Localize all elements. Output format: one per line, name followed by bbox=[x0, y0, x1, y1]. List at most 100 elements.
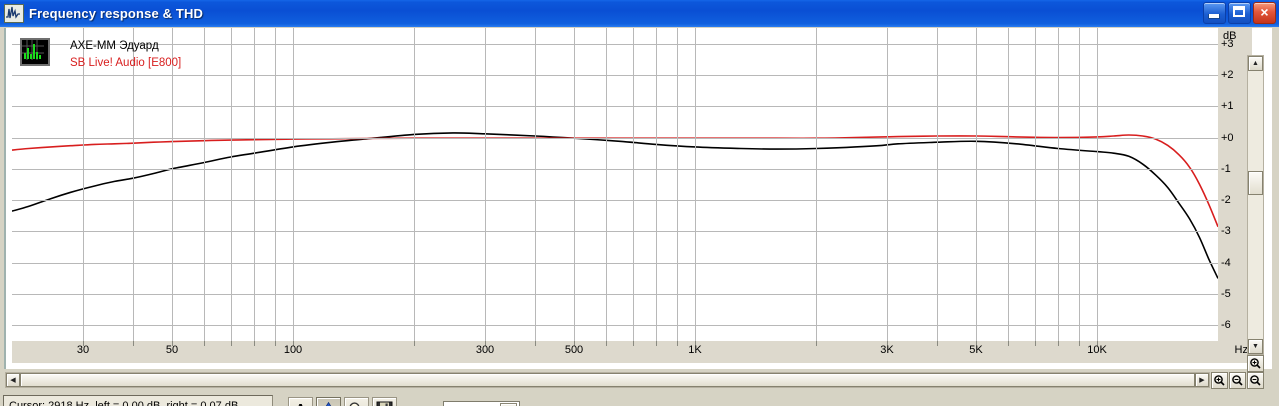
gridline-vertical bbox=[485, 28, 486, 341]
hz-axis: Hz 30 50 100 300 500 1K 3K 5K 10K bbox=[12, 341, 1252, 363]
hz-tick bbox=[1097, 341, 1098, 346]
db-tick-label: -4 bbox=[1221, 257, 1231, 269]
gridline-vertical bbox=[656, 28, 657, 341]
db-tick-label: +2 bbox=[1221, 69, 1234, 81]
hz-tick bbox=[133, 341, 134, 346]
gridline-vertical bbox=[1079, 28, 1080, 341]
db-tick-label: -2 bbox=[1221, 194, 1231, 206]
hz-tick bbox=[83, 341, 84, 346]
gridline-vertical bbox=[633, 28, 634, 341]
chevron-down-icon[interactable]: ▼ bbox=[500, 403, 517, 406]
cursor-readout: Cursor: 2918 Hz, left = 0.00 dB, right =… bbox=[3, 395, 273, 406]
db-tick-label: -1 bbox=[1221, 163, 1231, 175]
font-button[interactable]: A bbox=[288, 397, 313, 406]
scroll-down-button[interactable]: ▼ bbox=[1248, 339, 1263, 354]
scroll-right-button[interactable]: ▶ bbox=[1195, 373, 1209, 387]
hz-tick bbox=[695, 341, 696, 346]
hz-tick bbox=[633, 341, 634, 346]
gridline-horizontal bbox=[12, 138, 1218, 139]
horizontal-scrollbar[interactable]: ◀ ▶ bbox=[5, 372, 1210, 388]
recycle-arrows-icon bbox=[325, 401, 332, 406]
waveform-icon bbox=[4, 4, 24, 23]
scale-select[interactable]: Log ▼ bbox=[443, 401, 520, 406]
hz-tick bbox=[231, 341, 232, 346]
close-button[interactable]: × bbox=[1253, 2, 1276, 24]
chart-frame: dB +3 +2 +1 +0 -1 -2 -3 -4 -5 -6 Hz 30 50 100 300 500… bbox=[4, 28, 1272, 369]
gridline-horizontal bbox=[12, 169, 1218, 170]
hz-tick bbox=[204, 341, 205, 346]
db-tick-label: +0 bbox=[1221, 132, 1234, 144]
zoom-in-x-button[interactable] bbox=[1211, 372, 1228, 389]
gridline-vertical bbox=[887, 28, 888, 341]
refresh-button[interactable] bbox=[316, 397, 341, 406]
hz-tick bbox=[1035, 341, 1036, 346]
gridline-vertical bbox=[414, 28, 415, 341]
hz-tick-label: 1K bbox=[688, 344, 702, 356]
gridline-vertical bbox=[937, 28, 938, 341]
plot-area[interactable] bbox=[12, 28, 1218, 341]
legend-item-0: AXE-MM Эдуард bbox=[70, 40, 159, 52]
gridline-horizontal bbox=[12, 231, 1218, 232]
legend: AXE-MM Эдуард SB Live! Audio [E800] bbox=[20, 38, 181, 71]
spectrum-thumbnail-icon bbox=[20, 38, 50, 66]
title-bar: Frequency response & THD × bbox=[0, 0, 1279, 27]
gridline-vertical bbox=[204, 28, 205, 341]
gridline-vertical bbox=[1008, 28, 1009, 341]
gridline-vertical bbox=[606, 28, 607, 341]
gridline-vertical bbox=[172, 28, 173, 341]
hz-tick bbox=[1079, 341, 1080, 346]
save-button[interactable] bbox=[372, 397, 397, 406]
gridline-vertical bbox=[535, 28, 536, 341]
hz-tick bbox=[535, 341, 536, 346]
zoom-in-y-button[interactable] bbox=[1247, 355, 1264, 372]
hz-tick bbox=[574, 341, 575, 346]
hz-tick bbox=[172, 341, 173, 346]
zoom-in-icon bbox=[1214, 375, 1225, 386]
hz-tick bbox=[937, 341, 938, 346]
gridline-horizontal bbox=[12, 325, 1218, 326]
hz-tick-label: 5K bbox=[969, 344, 983, 356]
zoom-out-x-button[interactable] bbox=[1229, 372, 1246, 389]
hz-tick-label: 3K bbox=[880, 344, 894, 356]
zoom-out-y-button[interactable] bbox=[1247, 372, 1264, 389]
gridline-horizontal bbox=[12, 106, 1218, 107]
minimize-button[interactable] bbox=[1203, 2, 1226, 24]
horizontal-scroll-thumb[interactable] bbox=[20, 373, 1195, 387]
gridline-vertical bbox=[1097, 28, 1098, 341]
scroll-up-button[interactable]: ▲ bbox=[1248, 56, 1263, 71]
hz-tick bbox=[677, 341, 678, 346]
hz-tick bbox=[293, 341, 294, 346]
hz-tick-label: 10K bbox=[1087, 344, 1107, 356]
gridline-vertical bbox=[976, 28, 977, 341]
gridline-vertical bbox=[677, 28, 678, 341]
gridline-vertical bbox=[275, 28, 276, 341]
hz-tick-label: 100 bbox=[283, 344, 303, 356]
hz-tick bbox=[606, 341, 607, 346]
gridline-vertical bbox=[254, 28, 255, 341]
gridline-vertical bbox=[293, 28, 294, 341]
magnifier-wrench-icon bbox=[349, 401, 359, 406]
hz-tick bbox=[275, 341, 276, 346]
settings-button[interactable] bbox=[344, 397, 369, 406]
hz-tick bbox=[656, 341, 657, 346]
vertical-scroll-thumb[interactable] bbox=[1248, 171, 1263, 195]
gridline-horizontal bbox=[12, 75, 1218, 76]
hz-tick-label: 50 bbox=[165, 344, 179, 356]
db-tick-label: -6 bbox=[1221, 319, 1231, 331]
hz-tick-label: 500 bbox=[564, 344, 584, 356]
scroll-left-button[interactable]: ◀ bbox=[6, 373, 20, 387]
zoom-out-icon bbox=[1232, 375, 1243, 386]
hz-tick bbox=[887, 341, 888, 346]
gridline-vertical bbox=[1035, 28, 1036, 341]
hz-tick-label: 300 bbox=[475, 344, 495, 356]
legend-item-1: SB Live! Audio [E800] bbox=[70, 57, 182, 69]
gridline-vertical bbox=[133, 28, 134, 341]
curve-0 bbox=[12, 132, 1218, 279]
vertical-scrollbar[interactable]: ▲ ▼ bbox=[1247, 55, 1264, 355]
maximize-button[interactable] bbox=[1228, 2, 1251, 24]
gridline-vertical bbox=[231, 28, 232, 341]
gridline-horizontal bbox=[12, 294, 1218, 295]
hz-tick bbox=[485, 341, 486, 346]
hz-tick-label: 30 bbox=[76, 344, 90, 356]
